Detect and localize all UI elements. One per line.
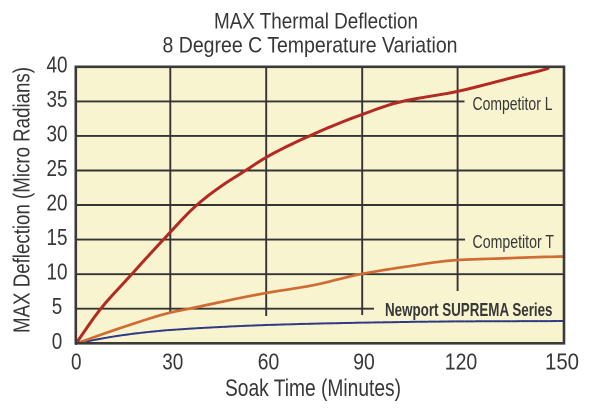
svg-text:MAX Deflection (Micro Radians): MAX Deflection (Micro Radians) [9,67,35,333]
svg-text:Soak Time (Minutes): Soak Time (Minutes) [225,375,401,402]
svg-text:120: 120 [445,349,478,375]
svg-text:60: 60 [258,349,280,375]
svg-text:40: 40 [47,51,68,77]
svg-text:8 Degree C Temperature Variati: 8 Degree C Temperature Variation [163,32,458,57]
svg-text:20: 20 [47,189,68,215]
svg-text:Competitor L: Competitor L [473,94,553,114]
svg-text:15: 15 [47,224,68,250]
svg-text:35: 35 [47,86,68,112]
svg-text:Competitor T: Competitor T [473,232,555,252]
svg-text:0: 0 [52,328,63,354]
svg-text:25: 25 [47,155,68,181]
svg-text:10: 10 [47,258,68,284]
svg-text:150: 150 [545,349,579,375]
svg-text:0: 0 [71,349,82,375]
svg-text:90: 90 [353,349,375,375]
svg-text:30: 30 [162,349,183,375]
svg-text:5: 5 [52,293,63,319]
svg-text:30: 30 [47,120,68,146]
svg-text:MAX Thermal Deflection: MAX Thermal Deflection [214,9,418,34]
svg-text:Newport SUPREMA Series: Newport SUPREMA Series [385,299,553,320]
